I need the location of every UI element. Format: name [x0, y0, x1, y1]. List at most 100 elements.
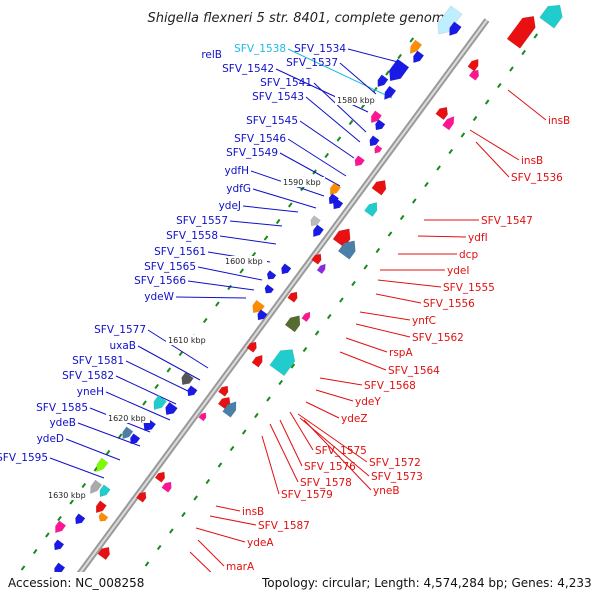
- leader-line: [252, 188, 317, 209]
- kbp-label: 1620 kbp: [108, 414, 146, 423]
- gene-label-sfv-1577: SFV_1577: [94, 324, 146, 336]
- leader-line: [339, 62, 377, 95]
- map-title: Shigella flexneri 5 str. 8401, complete …: [147, 11, 452, 26]
- tick-mark: [239, 268, 245, 274]
- gene-arrow: [310, 215, 321, 227]
- gene-label-sfv-1547: SFV_1547: [481, 215, 533, 227]
- tick-mark: [363, 264, 369, 270]
- tick-mark: [57, 515, 62, 522]
- leader-line: [377, 279, 442, 288]
- tick-mark: [251, 251, 257, 258]
- gene-label-sfv-1546: SFV_1546: [234, 133, 286, 145]
- tick-mark: [409, 37, 415, 43]
- tick-mark: [288, 202, 293, 208]
- gene-label-ydey: ydeY: [355, 396, 381, 408]
- left-gene-labels: relB SFV_1538 SFV_1534 SFV_1542 SFV_1537 SFV_…: [0, 43, 346, 464]
- gene-label-sfv-1543: SFV_1543: [252, 91, 304, 103]
- tick-mark: [227, 284, 232, 291]
- gene-label-sfv-1566: SFV_1566: [134, 275, 186, 287]
- gene-label-insb: insB: [548, 115, 570, 127]
- tick-mark: [181, 511, 186, 518]
- gene-arrow: [122, 426, 134, 440]
- tick-mark: [229, 445, 235, 452]
- gene-label-sfv-1587: SFV_1587: [258, 520, 310, 532]
- gene-arrow: [266, 270, 277, 280]
- gene-arrow: [354, 155, 365, 167]
- gene-label-ynfc: ynfC: [412, 315, 436, 327]
- gene-label-relb: relB: [201, 49, 222, 61]
- leader-line: [475, 141, 510, 178]
- gene-label-ydfg: ydfG: [226, 183, 251, 195]
- gene-arrow: [337, 240, 356, 260]
- leader-line: [115, 375, 177, 405]
- gene-arrow: [364, 202, 378, 217]
- leader-line: [297, 413, 368, 463]
- gene-label-sfv-1556: SFV_1556: [423, 298, 475, 310]
- tick-mark: [117, 433, 123, 439]
- gene-label-ydea: ydeA: [247, 537, 274, 549]
- leader-line: [315, 389, 354, 402]
- tick-mark: [497, 82, 502, 89]
- gene-label-rspa: rspA: [389, 347, 413, 359]
- gene-label-mara: marA: [226, 561, 255, 573]
- tick-mark: [509, 66, 514, 72]
- gene-label-ydew: ydeW: [144, 291, 174, 303]
- gene-label-sfv-1542: SFV_1542: [222, 63, 274, 75]
- tick-mark: [266, 396, 271, 402]
- leader-line: [287, 48, 393, 99]
- gene-arrow: [435, 106, 448, 121]
- gene-arrow: [384, 85, 397, 100]
- gene-arrow: [161, 481, 172, 493]
- leader-line: [313, 82, 367, 133]
- gene-label-sfv-1564: SFV_1564: [388, 365, 440, 377]
- gene-arrow: [389, 58, 410, 82]
- tick-mark: [326, 313, 332, 320]
- gene-arrow: [311, 253, 322, 265]
- gene-label-ydez: ydeZ: [341, 413, 368, 425]
- right-gene-labels: insB insB SFV_1536 SFV_1547 ydfI dcp ydeI SFV_1…: [222, 115, 570, 588]
- leader-line: [305, 96, 361, 143]
- gene-label-sfv-1582: SFV_1582: [62, 370, 114, 382]
- leader-line: [305, 401, 340, 419]
- topology-summary: Topology: circular; Length: 4,574,284 bp…: [261, 576, 592, 590]
- tick-mark: [373, 86, 378, 93]
- leader-line: [507, 89, 547, 121]
- leader-line: [49, 457, 105, 479]
- tick-mark: [302, 346, 308, 353]
- leader-line: [279, 152, 341, 187]
- tick-mark: [412, 198, 417, 204]
- leader-line: [345, 337, 388, 353]
- gene-label-sfv-1534: SFV_1534: [294, 43, 346, 55]
- tick-mark: [205, 478, 211, 485]
- gene-label-sfv-1565: SFV_1565: [144, 261, 196, 273]
- gene-arrow: [55, 520, 67, 534]
- gene-arrow: [413, 50, 425, 64]
- gene-label-insb: insB: [242, 506, 264, 518]
- gene-arrow: [99, 484, 111, 498]
- gene-arrow: [90, 479, 103, 494]
- gene-arrow: [287, 291, 298, 303]
- gene-arrow: [181, 371, 194, 386]
- kbp-label: 1590 kbp: [283, 178, 321, 187]
- leader-line: [197, 539, 225, 567]
- gene-label-insb: insB: [521, 155, 543, 167]
- gene-arrow: [251, 354, 263, 368]
- tick-mark: [263, 235, 269, 241]
- tick-mark: [217, 462, 223, 468]
- tick-mark: [241, 429, 247, 435]
- gene-label-sfv-1576: SFV_1576: [304, 461, 356, 473]
- gene-label-ydfh: ydfH: [225, 165, 249, 177]
- gene-arrow: [539, 4, 563, 29]
- leader-line: [209, 515, 257, 526]
- leader-line: [355, 323, 411, 338]
- tick-mark: [254, 412, 259, 419]
- leader-line: [65, 438, 121, 461]
- label-leader-lines: [49, 48, 547, 582]
- tick-mark: [314, 330, 320, 336]
- gene-label-sfv-1558: SFV_1558: [166, 230, 218, 242]
- gene-label-sfv-1536: SFV_1536: [511, 172, 563, 184]
- leader-line: [287, 138, 347, 177]
- kbp-label-bg: [335, 95, 379, 105]
- tick-mark: [105, 449, 111, 456]
- gene-arrow: [371, 180, 387, 196]
